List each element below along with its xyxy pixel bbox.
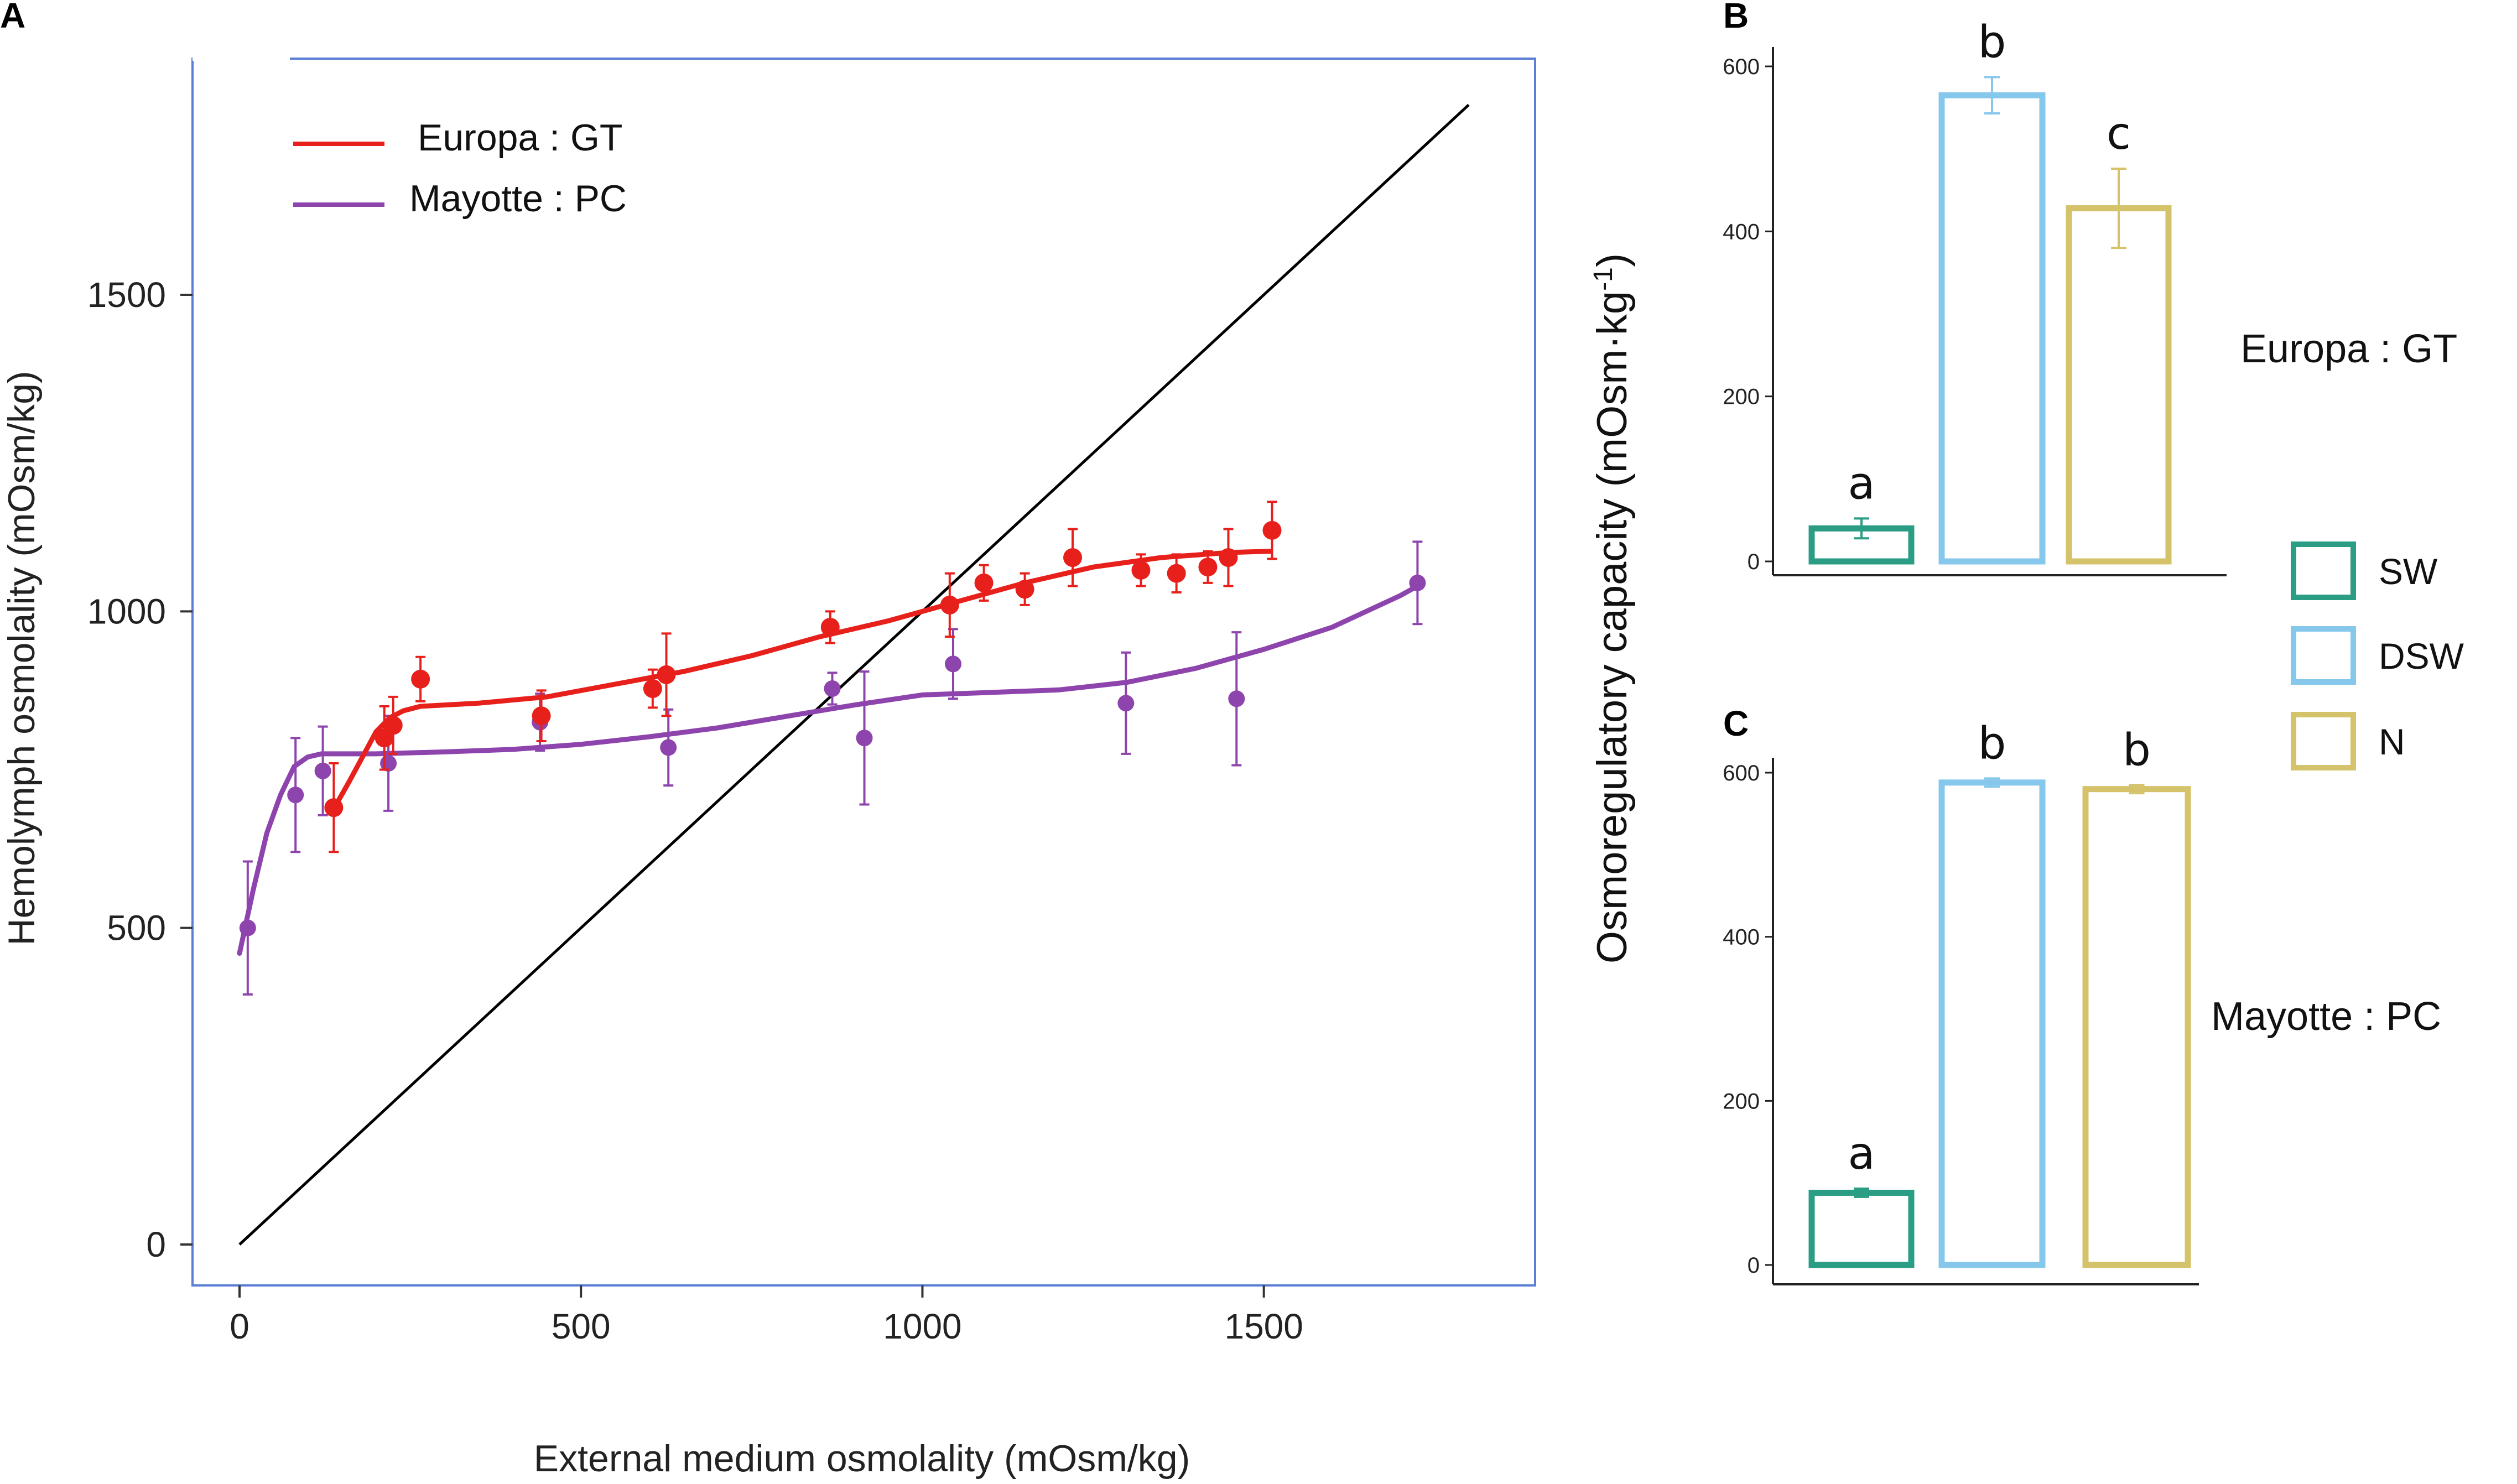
series-mayotte [237,540,1426,996]
data-point-mayotte [660,739,677,756]
significance-label: c [2107,108,2131,159]
data-point-mayotte [239,919,256,936]
panel-a-chart: 0 500 1000 1500 0 500 1000 1500 Europa : GT May… [1,56,1536,1480]
y-tick-label: 200 [1723,1089,1760,1113]
panel-b-side-label: Europa : GT [2240,327,2457,371]
data-point-europa [657,665,676,684]
data-point-mayotte [1228,690,1245,707]
data-point-europa [820,617,840,637]
significance-label: b [1978,717,2006,769]
bar-n [2082,786,2191,1268]
panel-a-series [237,501,1426,996]
y-tick-label: 400 [1723,220,1760,244]
y-tick-label: 600 [1723,55,1760,79]
data-point-europa [532,706,551,726]
panel-b-chart: 0 200 400 600 a b c [1723,16,2227,576]
legend-label-n: N [2379,721,2405,762]
data-point-mayotte [944,655,961,673]
bar-dsw [1938,779,2046,1268]
x-tick-label: 0 [230,1306,249,1346]
x-tick-label: 1500 [1224,1306,1303,1346]
y-tick-label: 600 [1723,761,1760,785]
y-tick-label: 200 [1723,385,1760,409]
data-point-europa [411,669,430,689]
data-point-europa [1063,548,1083,567]
panel-label-b: B [1723,0,1749,35]
y-tick-label: 1000 [87,591,166,631]
legend-label-dsw: DSW [2379,636,2464,676]
legend-swatch-n [2291,712,2356,770]
legend-label-sw: SW [2379,551,2438,592]
data-point-mayotte [1117,695,1135,712]
data-point-europa [1167,564,1186,583]
panel-bc-y-axis-title: Osmoregulatory capacity (mOsm·kg-1) [1589,253,1636,964]
x-tick-label: 1000 [883,1306,961,1346]
panel-a-ticks: 0 500 1000 1500 0 500 1000 1500 [87,275,1303,1346]
data-point-mayotte [824,680,841,697]
data-point-europa [1015,580,1034,599]
panel-label-a: A [0,0,25,35]
data-point-europa [1219,548,1238,567]
x-tick-label: 500 [552,1306,611,1346]
data-point-mayotte [314,762,331,779]
data-point-europa [1262,520,1282,540]
panel-a-frame [191,58,1536,1287]
data-point-mayotte [856,730,873,747]
legend-europa-label: Europa : GT [418,117,622,159]
panel-a-legend: Europa : GT Mayotte : PC [293,117,627,220]
data-point-europa [974,573,994,592]
legend-mayotte-label: Mayotte : PC [409,178,627,220]
bar-n [2066,205,2172,565]
bar-sw [1808,1189,1915,1268]
panel-c-side-label: Mayotte : PC [2211,994,2441,1039]
legend-swatch-dsw [2291,626,2356,685]
significance-label: b [1978,16,2006,67]
y-tick-label: 0 [1748,1253,1760,1278]
data-point-europa [940,595,959,615]
data-point-mayotte [287,787,304,804]
data-point-europa [643,679,662,698]
panel-bc-legend: SW DSW N [2291,541,2464,770]
data-point-europa [1131,560,1151,580]
y-tick-label: 0 [146,1225,166,1264]
data-point-mayotte [1409,574,1426,591]
panel-a-x-axis-title: External medium osmolality (mOsm/kg) [534,1438,1190,1480]
fit-curve-europa [332,549,1273,809]
significance-label: a [1848,1128,1875,1179]
panel-a-y-axis-title: Hemolymph osmolality (mOsm/kg) [1,371,43,945]
data-point-europa [1198,558,1218,577]
panel-c-chart: 0 200 400 600 a b b [1723,717,2199,1285]
panel-label-c: C [1723,704,1749,743]
fit-curve-mayotte [237,584,1420,956]
legend-swatch-sw [2291,541,2356,600]
y-tick-label: 1500 [87,275,166,315]
y-tick-label: 0 [1748,550,1760,574]
identity-line [238,103,1470,1246]
series-europa [324,501,1282,853]
data-point-europa [383,716,403,735]
significance-label: a [1848,457,1875,509]
data-point-europa [324,798,344,817]
y-tick-label: 500 [107,908,166,948]
y-tick-label: 400 [1723,925,1760,950]
bar-dsw [1938,92,2046,565]
significance-label: b [2123,724,2151,775]
